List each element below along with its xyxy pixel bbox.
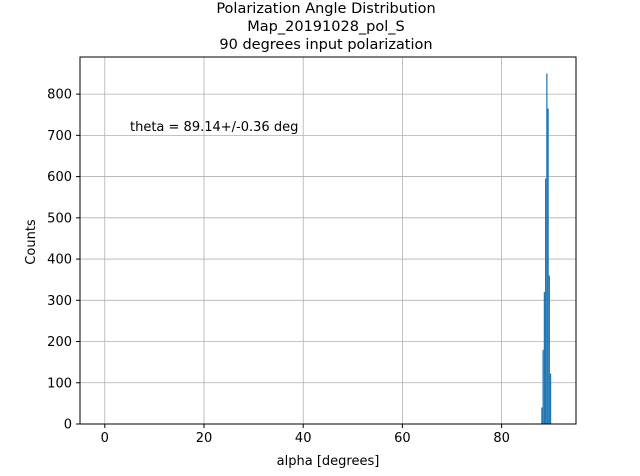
y-tick-label: 500: [47, 211, 72, 226]
histogram-bar: [545, 178, 547, 424]
x-tick-label: 20: [196, 431, 213, 446]
x-tick-label: 80: [493, 431, 510, 446]
histogram-bar: [541, 407, 543, 424]
x-axis-label: alpha [degrees]: [277, 454, 380, 469]
y-axis-label: Counts: [24, 219, 39, 265]
chart-title-line-3: 90 degrees input polarization: [219, 37, 432, 53]
y-axis-ticks: 0 100 200 300 400 500 600 700 800: [47, 88, 80, 433]
y-tick-label: 200: [47, 335, 72, 350]
y-tick-label: 100: [47, 376, 72, 391]
y-tick-label: 700: [47, 129, 72, 144]
x-axis-ticks: 0 20 40 60 80: [101, 424, 510, 446]
chart-title-line-2: Map_20191028_pol_S: [247, 19, 404, 35]
plot-area-frame: [79, 56, 577, 425]
histogram-bar: [547, 108, 549, 424]
histogram-bar: [542, 349, 544, 424]
y-tick-label: 600: [47, 170, 72, 185]
y-tick-label: 400: [47, 253, 72, 268]
histogram-bar: [546, 73, 548, 424]
histogram-bar: [543, 292, 545, 424]
x-tick-label: 40: [295, 431, 312, 446]
y-tick-label: 800: [47, 88, 72, 103]
theta-annotation: theta = 89.14+/-0.36 deg: [130, 120, 298, 135]
histogram-bar: [548, 275, 550, 424]
y-tick-label: 0: [64, 418, 72, 433]
grid-lines: [80, 57, 576, 425]
histogram-bars: [541, 73, 552, 424]
y-tick-label: 300: [47, 294, 72, 309]
chart-title-line-1: Polarization Angle Distribution: [216, 1, 435, 17]
x-tick-label: 0: [101, 431, 109, 446]
histogram-bar: [549, 373, 552, 424]
x-tick-label: 60: [394, 431, 411, 446]
